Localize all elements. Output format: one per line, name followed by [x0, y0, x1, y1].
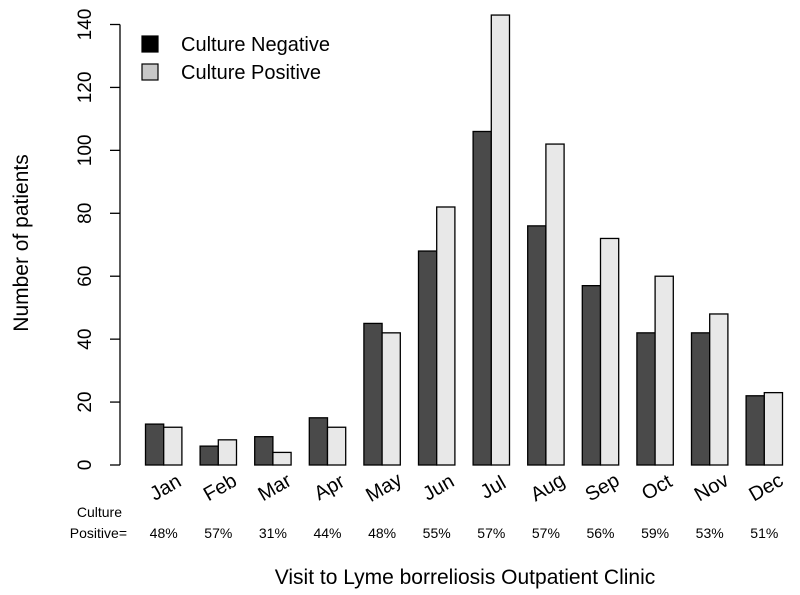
percent-positive-feb: 57% [204, 525, 232, 541]
percent-positive-dec: 51% [750, 525, 778, 541]
percent-positive-nov: 53% [696, 525, 724, 541]
bar-culture-negative-aug [527, 225, 547, 466]
month-label-dec: Dec [745, 469, 787, 506]
bar-culture-positive-jul [490, 14, 511, 466]
percent-positive-sep: 56% [586, 525, 614, 541]
bar-culture-positive-nov [709, 313, 729, 466]
bar-culture-negative-jan [144, 423, 165, 466]
y-tick-label: 120 [75, 72, 96, 104]
bar-culture-negative-jul [472, 130, 492, 466]
month-label-nov: Nov [691, 469, 733, 506]
y-axis-title: Number of patients [10, 154, 33, 331]
bars [144, 14, 784, 466]
x-axis-labels: Jan Feb Mar Apr May Jun Jul Aug Sep Oct Nov Dec [146, 469, 787, 507]
y-tick-label: 0 [75, 460, 96, 471]
bar-culture-positive-mar [272, 451, 292, 466]
legend: Culture Negative Culture Positive [141, 34, 330, 84]
month-label-mar: Mar [254, 469, 295, 505]
y-tick-label: 60 [75, 266, 96, 287]
month-label-may: May [362, 469, 406, 507]
legend-label-culture-positive: Culture Positive [181, 62, 321, 84]
bar-culture-negative-may [363, 322, 383, 466]
bar-culture-negative-jun [417, 250, 438, 466]
bar-culture-negative-mar [254, 436, 274, 466]
percent-positive-row: Culture Positive= 48% 57% 31% 44% 48% 55% 57% 5… [70, 504, 779, 541]
y-axis: 0 20 40 60 80 100 120 140 [75, 9, 121, 471]
bar-culture-positive-feb [217, 439, 238, 466]
percent-positive-mar: 31% [259, 525, 287, 541]
percent-positive-jan: 48% [150, 525, 178, 541]
legend-label-culture-negative: Culture Negative [181, 34, 330, 56]
x-axis-title: Visit to Lyme borreliosis Outpatient Cli… [275, 566, 656, 589]
y-tick-label: 20 [75, 392, 96, 413]
month-label-oct: Oct [638, 470, 676, 505]
month-label-jul: Jul [477, 472, 510, 504]
percent-positive-oct: 59% [641, 525, 669, 541]
percent-positive-apr: 44% [313, 525, 341, 541]
y-tick-label: 80 [75, 203, 96, 224]
bar-culture-negative-apr [308, 417, 329, 466]
month-label-sep: Sep [582, 469, 624, 506]
y-tick-label: 140 [75, 9, 96, 41]
bar-culture-positive-dec [763, 391, 784, 466]
bar-culture-positive-aug [545, 143, 565, 466]
percent-positive-aug: 57% [532, 525, 560, 541]
legend-swatch-culture-negative [141, 35, 159, 53]
percent-positive-may: 48% [368, 525, 396, 541]
bar-culture-negative-sep [581, 285, 602, 466]
y-tick-label: 40 [75, 329, 96, 350]
bar-culture-negative-feb [199, 445, 219, 466]
month-label-aug: Aug [527, 469, 569, 506]
percent-positive-jul: 57% [477, 525, 505, 541]
month-label-jun: Jun [419, 470, 458, 505]
bar-culture-positive-jan [163, 426, 183, 466]
bar-culture-positive-sep [599, 237, 620, 466]
legend-swatch-culture-positive [141, 63, 159, 81]
bar-culture-positive-jun [436, 206, 456, 466]
y-tick-label: 100 [75, 135, 96, 167]
percent-row-label-line2: Positive= [70, 525, 127, 541]
month-label-jan: Jan [146, 470, 185, 505]
month-label-apr: Apr [311, 470, 349, 505]
bar-culture-negative-dec [745, 395, 765, 466]
bar-culture-positive-may [381, 332, 401, 466]
bar-culture-positive-oct [654, 275, 674, 466]
bar-culture-positive-apr [326, 426, 347, 466]
percent-positive-jun: 55% [423, 525, 451, 541]
month-label-feb: Feb [200, 470, 241, 506]
percent-row-label-line1: Culture [77, 504, 122, 520]
bar-culture-negative-oct [636, 332, 656, 466]
bar-culture-negative-nov [690, 332, 711, 466]
